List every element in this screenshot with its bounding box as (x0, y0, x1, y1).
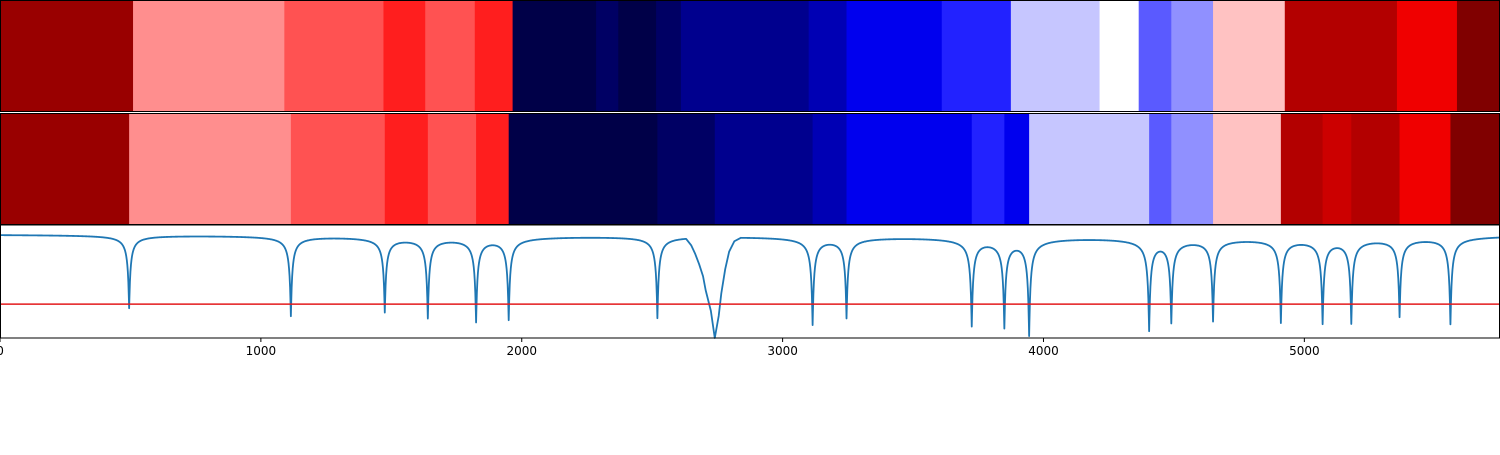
heatmap-cell-1-8 (596, 0, 619, 112)
heatmap-cell-1-9 (618, 0, 657, 112)
heatmap-cell-1-7 (512, 0, 597, 112)
line-panel (0, 234, 1500, 339)
heatmap-cell-2-17 (1213, 113, 1282, 225)
heatmap-row-2 (0, 113, 1500, 225)
heatmap-cell-2-22 (1450, 113, 1500, 225)
heatmap-cell-2-18 (1280, 113, 1324, 225)
heatmap-cell-1-17 (1138, 0, 1172, 112)
heatmap-cell-1-13 (846, 0, 943, 112)
heatmap-cell-1-16 (1099, 0, 1140, 112)
line-panel-frame (0, 224, 1500, 339)
heatmap-cell-2-8 (657, 113, 716, 225)
heatmap-cell-2-12 (971, 113, 1005, 225)
heatmap-cell-1-15 (1010, 0, 1101, 112)
heatmap-cell-1-6 (474, 0, 514, 112)
heatmap-cell-1-5 (425, 0, 476, 112)
heatmap-cell-1-1 (0, 0, 134, 112)
heatmap-cell-2-9 (714, 113, 814, 225)
heatmap-cell-2-3 (290, 113, 386, 225)
heatmap-cell-1-18 (1171, 0, 1214, 112)
heatmap-cell-1-3 (284, 0, 384, 112)
x-tick-label-1: 1000 (246, 344, 277, 358)
x-axis: 0 1000 2000 3000 4000 5000 (0, 338, 1320, 358)
x-tick-label-2: 2000 (506, 344, 537, 358)
x-tick-label-3: 3000 (767, 344, 798, 358)
heatmap-cell-2-14 (1029, 113, 1150, 225)
heatmap-cell-1-12 (808, 0, 848, 112)
heatmap-cell-2-10 (812, 113, 848, 225)
threshold-panel (0, 224, 1500, 339)
heatmap-cell-2-4 (384, 113, 429, 225)
heatmap-cell-1-22 (1456, 0, 1500, 112)
heatmap-cell-2-20 (1351, 113, 1401, 225)
heatmap-cell-1-2 (133, 0, 285, 112)
heatmap-cell-2-13 (1004, 113, 1030, 225)
heatmap-cell-2-5 (427, 113, 477, 225)
heatmap-cell-1-19 (1213, 0, 1286, 112)
x-tick-label-4: 4000 (1028, 344, 1059, 358)
heatmap-cell-2-15 (1149, 113, 1172, 225)
heatmap-cell-2-19 (1322, 113, 1352, 225)
heatmap-cell-1-10 (656, 0, 682, 112)
heatmap-cell-2-11 (846, 113, 973, 225)
heatmap-cell-2-16 (1171, 113, 1214, 225)
heatmap-cell-1-21 (1396, 0, 1458, 112)
heatmap-cell-1-11 (680, 0, 810, 112)
heatmap-cell-1-14 (941, 0, 1012, 112)
heatmap-cell-2-1 (0, 113, 130, 225)
x-tick-label-5: 5000 (1289, 344, 1320, 358)
heatmap-cell-2-2 (129, 113, 292, 225)
x-tick-label-0: 0 (0, 344, 4, 358)
heatmap-cell-2-21 (1399, 113, 1451, 225)
line-series (0, 234, 1500, 339)
heatmap-cell-2-6 (476, 113, 510, 225)
heatmap-cell-1-20 (1284, 0, 1398, 112)
heatmap-row-1 (0, 0, 1500, 112)
heatmap-cell-1-4 (383, 0, 426, 112)
heatmap-cell-2-7 (508, 113, 658, 225)
